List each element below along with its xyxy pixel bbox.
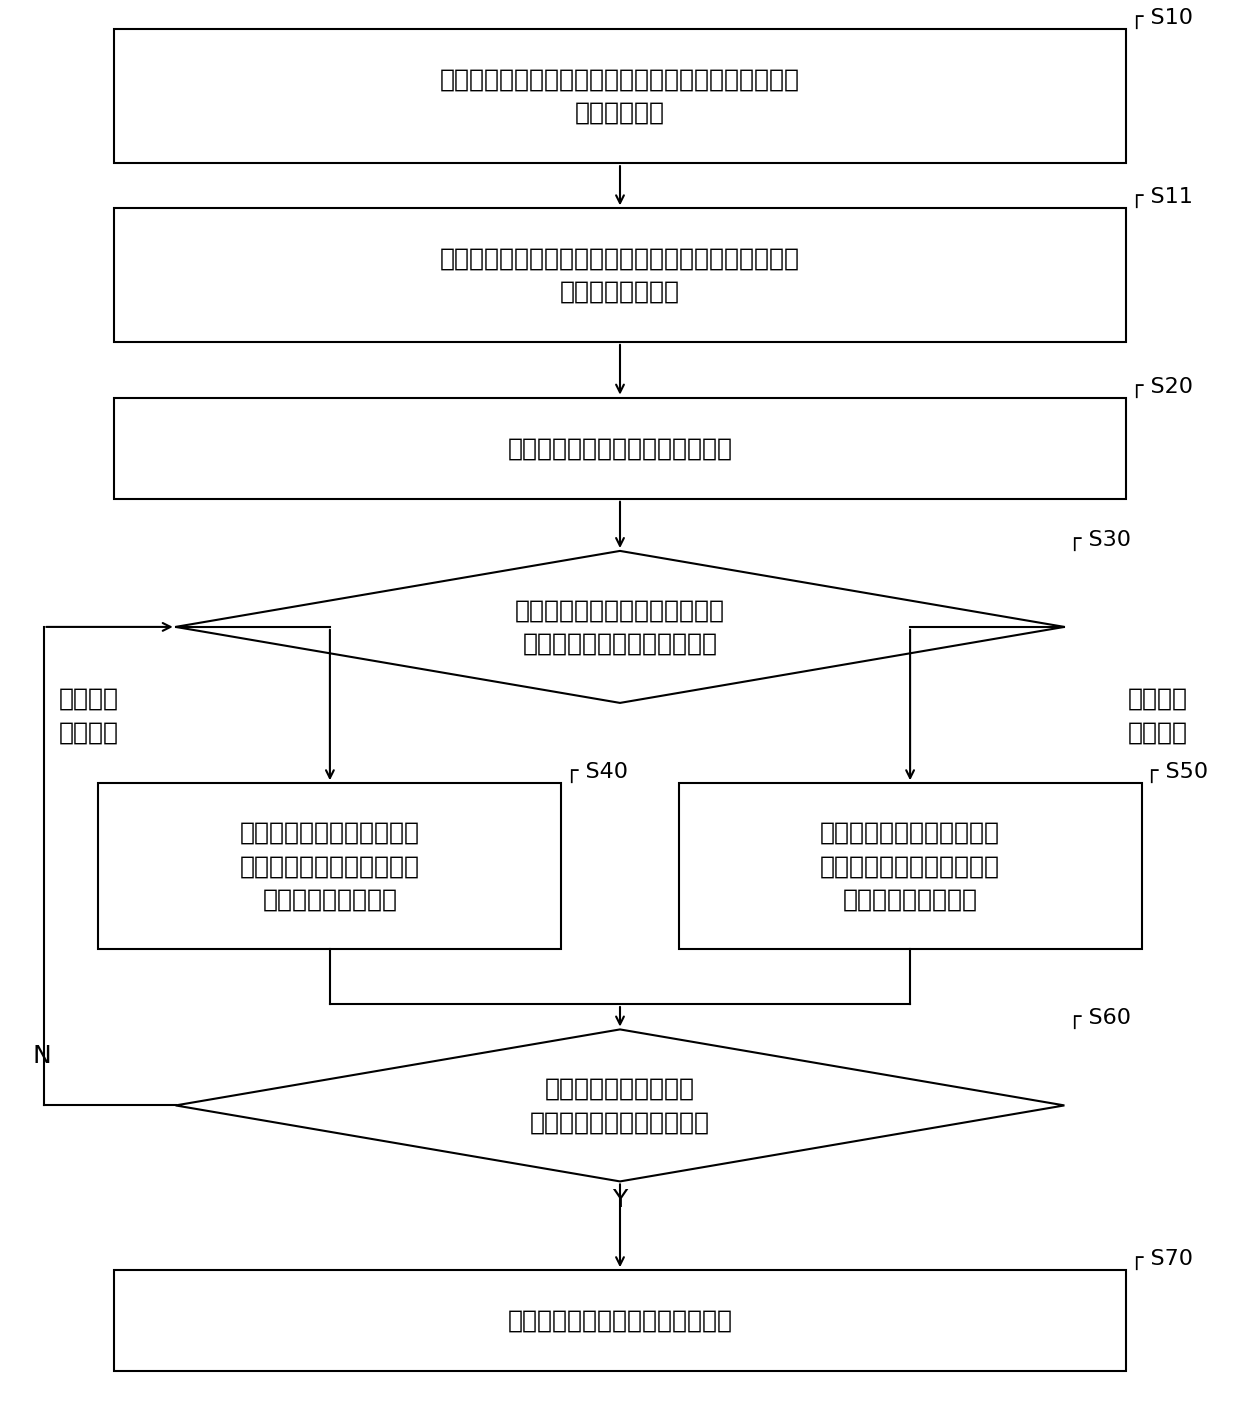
Polygon shape bbox=[176, 550, 1064, 703]
Text: 判断电池电量是否高于第一预设
电量或低于所述第二预设电量: 判断电池电量是否高于第一预设 电量或低于所述第二预设电量 bbox=[515, 599, 725, 655]
Polygon shape bbox=[176, 1030, 1064, 1182]
Text: 对电池进行放电，并对电池
进行放电测试，直到电池电
量低于第二预设电量: 对电池进行放电，并对电池 进行放电测试，直到电池电 量低于第二预设电量 bbox=[239, 821, 420, 911]
Text: ┌ S30: ┌ S30 bbox=[1068, 529, 1131, 550]
Bar bbox=[114, 30, 1126, 163]
Text: ┌ S10: ┌ S10 bbox=[1130, 8, 1193, 30]
Text: 第二电压转换电路将所述第二电压转换成第三电压，为
电路提供第二电源: 第二电压转换电路将所述第二电压转换成第三电压，为 电路提供第二电源 bbox=[440, 246, 800, 304]
Text: 在控制器中预先设置预设测试次数: 在控制器中预先设置预设测试次数 bbox=[507, 436, 733, 460]
Text: ┌ S11: ┌ S11 bbox=[1130, 187, 1193, 208]
Bar bbox=[114, 398, 1126, 499]
Text: ┌ S50: ┌ S50 bbox=[1146, 763, 1209, 782]
Text: ┌ S70: ┌ S70 bbox=[1130, 1249, 1193, 1271]
Text: 记录并判断充放电测试
次数是否达到预设测试次数: 记录并判断充放电测试 次数是否达到预设测试次数 bbox=[529, 1077, 711, 1135]
Text: ┌ S20: ┌ S20 bbox=[1130, 376, 1193, 398]
Text: 则停止对所述电池进行充电和放电: 则停止对所述电池进行充电和放电 bbox=[507, 1309, 733, 1333]
Text: Y: Y bbox=[613, 1187, 627, 1211]
Bar bbox=[678, 782, 1142, 949]
Text: 高于第一
预设电量: 高于第一 预设电量 bbox=[58, 686, 118, 744]
Bar bbox=[98, 782, 562, 949]
Text: 低于第二
预设电量: 低于第二 预设电量 bbox=[1128, 686, 1188, 744]
Bar bbox=[114, 1271, 1126, 1371]
Text: N: N bbox=[33, 1044, 52, 1068]
Text: 对电池进行充电，并对电池
进行充电测试，直到电池电
量高于第一预设电量: 对电池进行充电，并对电池 进行充电测试，直到电池电 量高于第一预设电量 bbox=[820, 821, 1001, 911]
Text: ┌ S40: ┌ S40 bbox=[565, 763, 629, 782]
Text: 第一电压转换电路将第一电压转换成第二电压，为电路
提供第一电源: 第一电压转换电路将第一电压转换成第二电压，为电路 提供第一电源 bbox=[440, 68, 800, 125]
Bar bbox=[114, 208, 1126, 342]
Text: ┌ S60: ┌ S60 bbox=[1068, 1009, 1131, 1030]
